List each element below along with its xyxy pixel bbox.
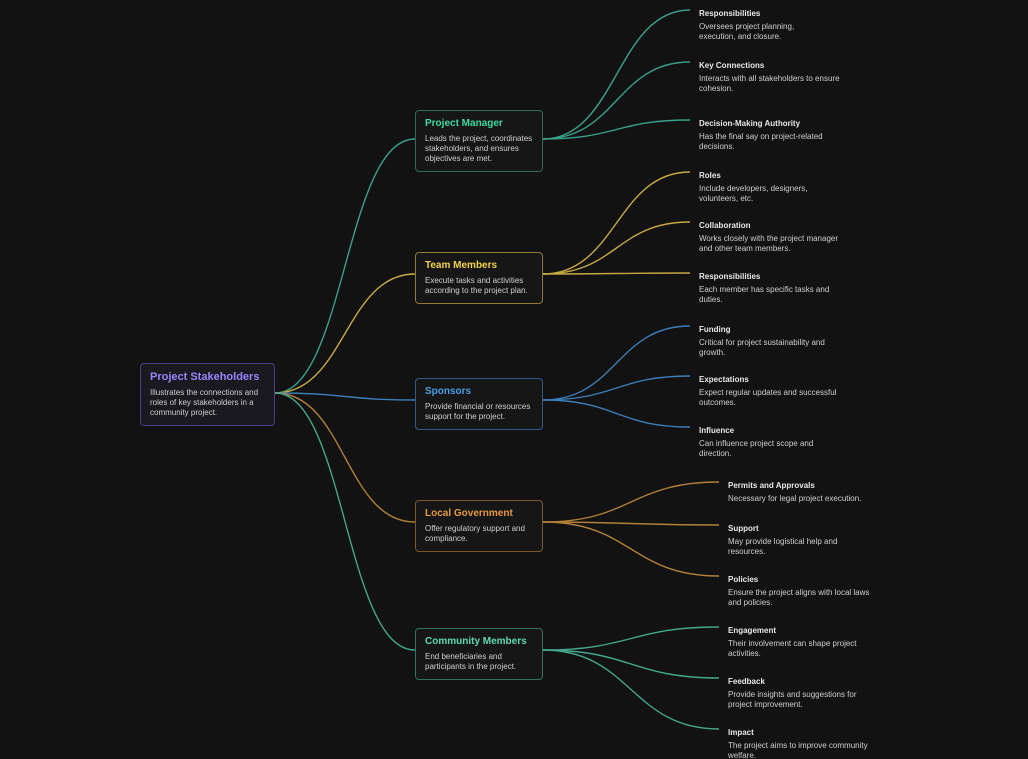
leaf-title: Key Connections: [699, 61, 841, 71]
leaf-title: Expectations: [699, 375, 841, 385]
branch-desc: Execute tasks and activities according t…: [425, 276, 533, 296]
leaf-title: Impact: [728, 728, 870, 738]
leaf-node[interactable]: Policies Ensure the project aligns with l…: [719, 568, 879, 615]
branch-team-members[interactable]: Team Members Execute tasks and activitie…: [415, 252, 543, 304]
leaf-title: Permits and Approvals: [728, 481, 870, 491]
leaf-node[interactable]: Roles Include developers, designers, volu…: [690, 164, 840, 211]
leaf-desc: Can influence project scope and directio…: [699, 439, 841, 459]
leaf-desc: Their involvement can shape project acti…: [728, 639, 870, 659]
leaf-desc: May provide logistical help and resource…: [728, 537, 870, 557]
leaf-title: Policies: [728, 575, 870, 585]
leaf-node[interactable]: Support May provide logistical help and r…: [719, 517, 879, 564]
leaf-desc: Oversees project planning, execution, an…: [699, 22, 831, 42]
leaf-node[interactable]: Permits and Approvals Necessary for legal…: [719, 474, 879, 511]
branch-project-manager[interactable]: Project Manager Leads the project, coord…: [415, 110, 543, 172]
leaf-title: Funding: [699, 325, 841, 335]
leaf-node[interactable]: Decision-Making Authority Has the final s…: [690, 112, 850, 159]
mindmap-canvas: Project Stakeholders Illustrates the con…: [0, 0, 1028, 759]
leaf-node[interactable]: Collaboration Works closely with the proj…: [690, 214, 850, 261]
branch-desc: Offer regulatory support and compliance.: [425, 524, 533, 544]
leaf-title: Support: [728, 524, 870, 534]
leaf-title: Responsibilities: [699, 272, 841, 282]
branch-desc: Leads the project, coordinates stakehold…: [425, 134, 533, 164]
branch-title: Local Government: [425, 508, 533, 521]
leaf-desc: Expect regular updates and successful ou…: [699, 388, 841, 408]
leaf-title: Feedback: [728, 677, 870, 687]
root-title: Project Stakeholders: [150, 371, 265, 385]
branch-title: Community Members: [425, 636, 533, 649]
leaf-node[interactable]: Engagement Their involvement can shape pr…: [719, 619, 879, 666]
leaf-node[interactable]: Impact The project aims to improve commun…: [719, 721, 879, 759]
leaf-desc: The project aims to improve community we…: [728, 741, 870, 759]
leaf-title: Collaboration: [699, 221, 841, 231]
leaf-desc: Has the final say on project-related dec…: [699, 132, 841, 152]
leaf-node[interactable]: Expectations Expect regular updates and s…: [690, 368, 850, 415]
branch-community-members[interactable]: Community Members End beneficiaries and …: [415, 628, 543, 680]
root-node[interactable]: Project Stakeholders Illustrates the con…: [140, 363, 275, 426]
branch-title: Project Manager: [425, 118, 533, 131]
leaf-desc: Ensure the project aligns with local law…: [728, 588, 870, 608]
leaf-desc: Include developers, designers, volunteer…: [699, 184, 831, 204]
leaf-title: Engagement: [728, 626, 870, 636]
branch-desc: End beneficiaries and participants in th…: [425, 652, 533, 672]
leaf-title: Roles: [699, 171, 831, 181]
branch-desc: Provide financial or resources support f…: [425, 402, 533, 422]
leaf-desc: Each member has specific tasks and dutie…: [699, 285, 841, 305]
leaf-desc: Interacts with all stakeholders to ensur…: [699, 74, 841, 94]
leaf-title: Responsibilities: [699, 9, 831, 19]
branch-title: Team Members: [425, 260, 533, 273]
leaf-node[interactable]: Influence Can influence project scope and…: [690, 419, 850, 466]
leaf-desc: Works closely with the project manager a…: [699, 234, 841, 254]
leaf-node[interactable]: Feedback Provide insights and suggestions…: [719, 670, 879, 717]
leaf-title: Influence: [699, 426, 841, 436]
branch-sponsors[interactable]: Sponsors Provide financial or resources …: [415, 378, 543, 430]
leaf-desc: Provide insights and suggestions for pro…: [728, 690, 870, 710]
leaf-node[interactable]: Responsibilities Oversees project plannin…: [690, 2, 840, 49]
branch-title: Sponsors: [425, 386, 533, 399]
root-desc: Illustrates the connections and roles of…: [150, 388, 265, 418]
leaf-title: Decision-Making Authority: [699, 119, 841, 129]
branch-local-government[interactable]: Local Government Offer regulatory suppor…: [415, 500, 543, 552]
leaf-desc: Necessary for legal project execution.: [728, 494, 870, 504]
leaf-node[interactable]: Key Connections Interacts with all stakeh…: [690, 54, 850, 101]
leaf-desc: Critical for project sustainability and …: [699, 338, 841, 358]
leaf-node[interactable]: Responsibilities Each member has specific…: [690, 265, 850, 312]
leaf-node[interactable]: Funding Critical for project sustainabili…: [690, 318, 850, 365]
